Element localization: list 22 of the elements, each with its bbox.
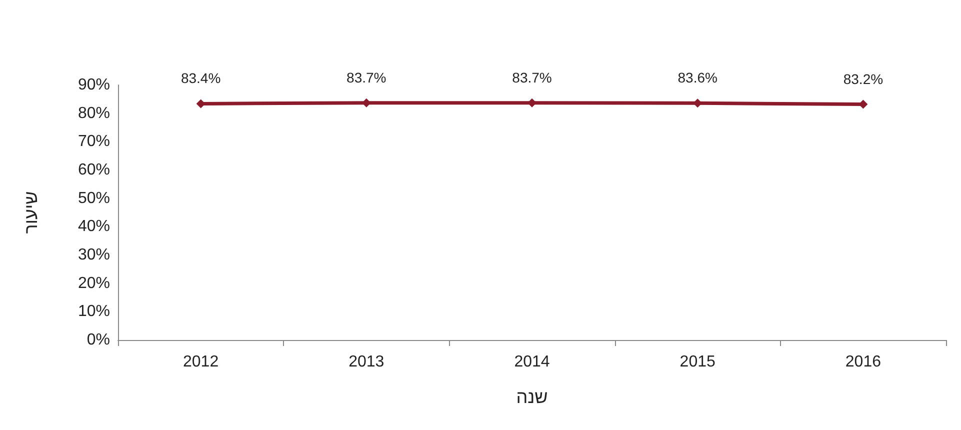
y-tick-label: 10% — [78, 303, 110, 320]
y-axis-title: שיעור — [21, 191, 41, 234]
x-axis-title: שנה — [516, 387, 548, 407]
y-tick-label: 90% — [78, 76, 110, 94]
x-tick-label: 2016 — [845, 354, 882, 370]
data-label: 83.7% — [512, 69, 552, 86]
data-label: 83.4% — [180, 70, 221, 86]
x-tick-label: 2015 — [680, 354, 716, 370]
y-tick-label: 80% — [78, 104, 110, 122]
x-tick-label: 2014 — [514, 354, 550, 370]
y-tick-label: 60% — [78, 162, 110, 178]
y-tick-label: 50% — [78, 190, 110, 207]
x-tick-label: 2013 — [348, 354, 384, 370]
y-tick-label: 20% — [78, 274, 110, 292]
data-label: 83.6% — [678, 70, 718, 86]
y-tick-label: 0% — [86, 332, 110, 348]
data-label: 83.7% — [346, 69, 386, 86]
y-tick-label: 40% — [78, 218, 110, 236]
y-tick-label: 30% — [78, 246, 110, 264]
x-tick-label: 2012 — [183, 354, 219, 370]
data-label: 83.2% — [843, 70, 884, 87]
y-tick-label: 70% — [78, 133, 110, 150]
